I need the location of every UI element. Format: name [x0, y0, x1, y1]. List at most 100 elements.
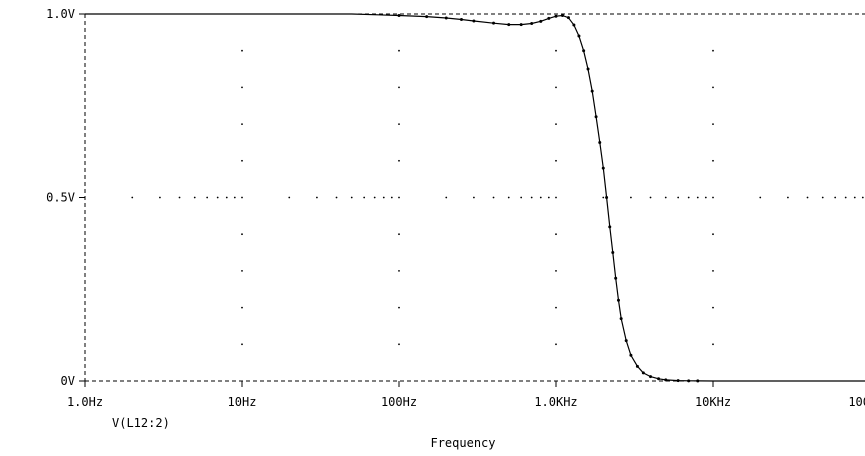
series-point — [601, 166, 605, 170]
grid-dot — [241, 86, 243, 89]
grid-dot — [241, 233, 243, 236]
series-point — [641, 371, 645, 375]
grid-dot — [398, 196, 400, 199]
grid-dot — [712, 159, 714, 162]
grid-dot — [390, 196, 393, 199]
series-point — [605, 196, 609, 199]
plot-axes — [84, 13, 865, 382]
series-point — [492, 21, 496, 25]
series-point — [507, 23, 511, 27]
y-tick-label: 0.5V — [46, 191, 75, 205]
grid-dot — [555, 233, 557, 236]
series-point — [582, 49, 586, 53]
plot-grid — [131, 49, 864, 346]
grid-dot — [539, 196, 542, 199]
grid-dot — [241, 196, 243, 199]
grid-dot — [712, 49, 714, 52]
grid-dot — [555, 270, 557, 272]
grid-dot — [712, 306, 714, 309]
grid-dot — [233, 196, 236, 199]
grid-dot — [602, 196, 605, 199]
series-point — [594, 115, 598, 119]
axis-ticks: 0V 0.5V 1.0V 1.0Hz 10Hz 100Hz 1.0KHz 10KHz 100KH… — [46, 7, 865, 409]
grid-dot — [445, 196, 448, 199]
grid-dot — [225, 196, 228, 199]
grid-dot — [241, 306, 243, 309]
grid-dot — [398, 343, 400, 346]
series-point — [598, 140, 602, 144]
grid-dot — [696, 196, 699, 199]
series-point — [519, 23, 523, 27]
grid-dot — [206, 196, 209, 199]
series-point — [629, 353, 633, 357]
plot-series — [85, 13, 865, 383]
grid-dot — [216, 196, 219, 199]
grid-dot — [241, 270, 243, 272]
grid-dot — [350, 196, 353, 199]
series-point — [614, 276, 618, 280]
grid-dot — [363, 196, 366, 199]
grid-dot — [241, 123, 243, 125]
grid-dot — [853, 196, 856, 199]
grid-dot — [821, 196, 824, 199]
y-tick-label: 0V — [61, 374, 75, 388]
grid-dot — [316, 196, 318, 199]
grid-dot — [373, 196, 376, 199]
series-point — [664, 378, 668, 382]
grid-dot — [507, 196, 510, 199]
grid-dot — [398, 123, 400, 125]
series-point — [608, 225, 612, 229]
grid-dot — [159, 196, 161, 199]
grid-dot — [806, 196, 809, 199]
series-point — [425, 15, 429, 19]
grid-dot — [664, 196, 667, 199]
series-point — [444, 16, 448, 20]
series-point — [676, 379, 680, 383]
series-point — [472, 19, 476, 23]
x-tick-label: 100Hz — [381, 395, 417, 409]
grid-dot — [555, 306, 557, 309]
series-point — [530, 22, 534, 26]
grid-dot — [712, 270, 714, 272]
y-tick-label: 1.0V — [46, 7, 75, 21]
grid-dot — [704, 196, 707, 199]
grid-dot — [555, 159, 557, 162]
series-point — [657, 377, 661, 381]
grid-dot — [787, 196, 789, 199]
grid-dot — [547, 196, 550, 199]
grid-dot — [834, 196, 837, 199]
grid-dot — [861, 196, 864, 199]
series-point — [619, 317, 623, 321]
grid-dot — [555, 49, 557, 52]
grid-dot — [193, 196, 196, 199]
series-point — [560, 13, 564, 17]
series-point — [649, 375, 653, 379]
series-line — [85, 13, 865, 382]
grid-dot — [492, 196, 495, 199]
series-point — [539, 19, 543, 23]
series-point — [459, 18, 463, 22]
series-point — [696, 379, 700, 383]
grid-dot — [712, 343, 714, 346]
grid-dot — [630, 196, 632, 199]
series-point — [554, 14, 558, 18]
x-tick-label: 10Hz — [228, 395, 257, 409]
grid-dot — [555, 123, 557, 125]
grid-dot — [398, 86, 400, 89]
series-point — [572, 23, 576, 27]
grid-dot — [555, 86, 557, 89]
x-tick-label: 1.0KHz — [534, 395, 577, 409]
grid-dot — [398, 306, 400, 309]
x-axis-title: Frequency — [430, 436, 495, 450]
grid-dot — [844, 196, 847, 199]
grid-dot — [241, 49, 243, 52]
grid-dot — [398, 49, 400, 52]
series-point — [624, 339, 628, 343]
grid-dot — [335, 196, 338, 199]
grid-dot — [530, 196, 533, 199]
grid-dot — [649, 196, 652, 199]
grid-dot — [687, 196, 690, 199]
grid-dot — [131, 196, 134, 199]
grid-dot — [288, 196, 291, 199]
